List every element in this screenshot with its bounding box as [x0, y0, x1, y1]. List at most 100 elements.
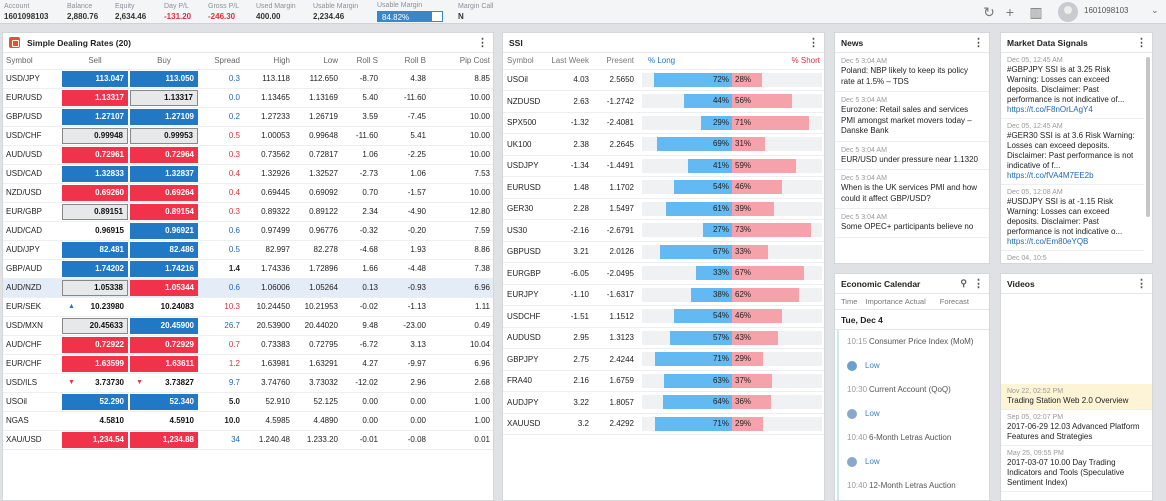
news-item[interactable]: Dec 5 3:04 AM When is the UK services PMI…: [835, 170, 989, 209]
more-icon[interactable]: ⋮: [1136, 37, 1147, 49]
buy-rate-button[interactable]: 113.050: [130, 70, 198, 87]
user-name[interactable]: 1601098103: [1084, 6, 1129, 15]
ssi-row[interactable]: USOil 4.03 2.5650 72% 28%: [503, 69, 824, 91]
buy-rate-button[interactable]: ▼ 3.73827: [130, 374, 198, 391]
buy-rate-button[interactable]: 0.72929: [130, 336, 198, 353]
table-row[interactable]: USD/CAD 1.32833 1.32837 0.4 1.32926 1.32527 -2…: [3, 164, 493, 184]
ssi-row[interactable]: NZDUSD 2.63 -1.2742 44% 56%: [503, 90, 824, 113]
table-row[interactable]: NGAS 4.5810 4.5910 10.0 4.5985 4.4890 0.00 0.00…: [3, 411, 493, 431]
buy-rate-button[interactable]: 82.486: [130, 241, 198, 258]
video-player-area[interactable]: [1001, 294, 1152, 384]
ssi-row[interactable]: USDJPY -1.34 -1.4491 41% 59%: [503, 155, 824, 177]
buy-rate-button[interactable]: 1.13317: [130, 89, 198, 106]
news-headline[interactable]: When is the UK services PMI and how coul…: [841, 183, 978, 203]
buy-rate-button[interactable]: 0.89154: [130, 203, 198, 220]
table-row[interactable]: USOil 52.290 52.340 5.0 52.910 52.125 0.00 0.00…: [3, 392, 493, 412]
news-headline[interactable]: Some OPEC+ participants believe no: [841, 222, 974, 231]
table-row[interactable]: AUD/NZD 1.05338 1.05344 0.6 1.06006 1.05264 0.…: [3, 278, 493, 298]
ssi-row[interactable]: EURUSD 1.48 1.1702 54% 46%: [503, 176, 824, 199]
more-icon[interactable]: ⋮: [973, 37, 984, 49]
more-icon[interactable]: ⋮: [808, 37, 819, 49]
sell-rate-button[interactable]: 113.047: [62, 70, 128, 87]
add-icon[interactable]: +: [1005, 4, 1015, 20]
video-item[interactable]: Nov 22, 02:52 PM Trading Station Web 2.0 …: [1001, 384, 1152, 410]
sell-rate-button[interactable]: ▲ 10.23980: [62, 298, 128, 315]
sell-rate-button[interactable]: 1.13317: [62, 89, 128, 106]
video-title[interactable]: Trading Station Web 2.0 Overview: [1007, 396, 1129, 405]
calendar-importance[interactable]: High: [837, 498, 989, 500]
layout-icon[interactable]: ▥: [1029, 4, 1043, 20]
news-headline[interactable]: EUR/USD under pressure near 1.1320: [841, 154, 978, 164]
more-icon[interactable]: ⋮: [477, 37, 488, 49]
buy-rate-button[interactable]: 10.24083: [130, 298, 198, 315]
calendar-importance[interactable]: Low: [837, 354, 989, 378]
calendar-event[interactable]: 10:15 Consumer Price Index (MoM): [837, 330, 989, 354]
calendar-importance[interactable]: Low: [837, 402, 989, 426]
ssi-row[interactable]: AUDUSD 2.95 1.3123 57% 43%: [503, 327, 824, 349]
table-row[interactable]: EUR/CHF 1.63599 1.63611 1.2 1.63981 1.63291 4.…: [3, 354, 493, 374]
table-row[interactable]: USD/JPY 113.047 113.050 0.3 113.118 112.650 -8…: [3, 69, 493, 89]
more-icon[interactable]: ⋮: [1136, 278, 1147, 290]
sell-rate-button[interactable]: 0.72961: [62, 146, 128, 163]
sell-rate-button[interactable]: 1.74202: [62, 260, 128, 277]
calendar-event[interactable]: 10:40 6-Month Letras Auction: [837, 426, 989, 450]
buy-rate-button[interactable]: 1.27109: [130, 108, 198, 125]
table-row[interactable]: EUR/USD 1.13317 1.13317 0.0 1.13465 1.13169 5.…: [3, 88, 493, 108]
table-row[interactable]: AUD/USD 0.72961 0.72964 0.3 0.73562 0.72817 1.…: [3, 145, 493, 165]
sell-rate-button[interactable]: 1.27107: [62, 108, 128, 125]
chevron-down-icon[interactable]: ⌄: [1151, 5, 1159, 15]
calendar-importance[interactable]: Low: [837, 450, 989, 474]
ssi-row[interactable]: GER30 2.28 1.5497 61% 39%: [503, 198, 824, 220]
ssi-row[interactable]: XAUUSD 3.2 2.4292 71% 29%: [503, 413, 824, 435]
refresh-icon[interactable]: ↻: [983, 4, 995, 20]
table-row[interactable]: EUR/SEK ▲ 10.23980 10.24083 10.3 10.24450 10.2…: [3, 297, 493, 317]
buy-rate-button[interactable]: 1.63611: [130, 355, 198, 372]
buy-rate-button[interactable]: 1.32837: [130, 165, 198, 182]
ssi-row[interactable]: GBPUSD 3.21 2.0126 67% 33%: [503, 241, 824, 263]
sell-rate-button[interactable]: 1,234.54: [62, 431, 128, 448]
buy-rate-button[interactable]: 0.72964: [130, 146, 198, 163]
news-item[interactable]: Dec 5 3:04 AM Some OPEC+ participants bel…: [835, 209, 989, 238]
video-item[interactable]: Sep 05, 02:07 PM 2017-06-29 12.03 Advance…: [1001, 410, 1152, 446]
table-row[interactable]: XAU/USD 1,234.54 1,234.88 34 1.240.48 1.233.2…: [3, 430, 493, 450]
news-item[interactable]: Dec 5 3:04 AM Poland: NBP likely to keep …: [835, 53, 989, 92]
avatar[interactable]: [1058, 2, 1078, 22]
buy-rate-button[interactable]: 1.74216: [130, 260, 198, 277]
buy-rate-button[interactable]: 4.5910: [130, 412, 198, 429]
table-row[interactable]: AUD/CHF 0.72922 0.72929 0.7 0.73383 0.72795 -6…: [3, 335, 493, 355]
ssi-row[interactable]: USDCHF -1.51 1.1512 54% 46%: [503, 305, 824, 328]
search-icon[interactable]: ⚲: [960, 278, 967, 288]
video-item[interactable]: May 25, 09:55 PM 2017-03-07 10.00 Day Tra…: [1001, 446, 1152, 492]
sell-rate-button[interactable]: 0.89151: [62, 203, 128, 220]
calendar-col-importance[interactable]: Importance: [865, 297, 903, 306]
buy-rate-button[interactable]: 0.99953: [130, 127, 198, 144]
sell-rate-button[interactable]: 1.63599: [62, 355, 128, 372]
sell-rate-button[interactable]: 82.481: [62, 241, 128, 258]
signal-link[interactable]: https://t.co/fVA4M7EE2b: [1007, 171, 1094, 180]
ssi-row[interactable]: EURGBP -6.05 -2.0495 33% 67%: [503, 262, 824, 285]
table-row[interactable]: GBP/USD 1.27107 1.27109 0.2 1.27233 1.26719 3.…: [3, 107, 493, 127]
news-headline[interactable]: Poland: NBP likely to keep its policy ra…: [841, 66, 969, 86]
sell-rate-button[interactable]: 0.96915: [62, 222, 128, 239]
sell-rate-button[interactable]: 0.69260: [62, 184, 128, 201]
table-row[interactable]: GBP/AUD 1.74202 1.74216 1.4 1.74336 1.72896 1.…: [3, 259, 493, 279]
ssi-row[interactable]: AUDJPY 3.22 1.8057 64% 36%: [503, 391, 824, 414]
calendar-event[interactable]: 10:30 Current Account (QoQ): [837, 378, 989, 402]
video-title[interactable]: 2017-06-29 12.03 Advanced Platform Featu…: [1007, 422, 1140, 441]
sell-rate-button[interactable]: 0.72922: [62, 336, 128, 353]
news-item[interactable]: Dec 5 3:04 AM EUR/USD under pressure near…: [835, 142, 989, 170]
table-row[interactable]: USD/MXN 20.45633 20.45900 26.7 20.53900 20.44…: [3, 316, 493, 336]
ssi-row[interactable]: SPX500 -1.32 -2.4081 29% 71%: [503, 112, 824, 134]
buy-rate-button[interactable]: 52.340: [130, 393, 198, 410]
more-icon[interactable]: ⋮: [973, 278, 984, 290]
sell-rate-button[interactable]: 20.45633: [62, 317, 128, 334]
sell-rate-button[interactable]: 1.05338: [62, 279, 128, 296]
calendar-col-forecast[interactable]: Forecast: [939, 297, 969, 306]
signal-link[interactable]: https://t.co/Em80eYQB: [1007, 237, 1089, 246]
sell-rate-button[interactable]: 4.5810: [62, 412, 128, 429]
table-row[interactable]: EUR/GBP 0.89151 0.89154 0.3 0.89322 0.89122 2.…: [3, 202, 493, 222]
sell-rate-button[interactable]: 1.32833: [62, 165, 128, 182]
calendar-col-actual[interactable]: Actual: [904, 297, 926, 306]
table-row[interactable]: USD/ILS ▼ 3.73730 ▼ 3.73827 9.7 3.74760 3.73032…: [3, 373, 493, 393]
buy-rate-button[interactable]: 20.45900: [130, 317, 198, 334]
